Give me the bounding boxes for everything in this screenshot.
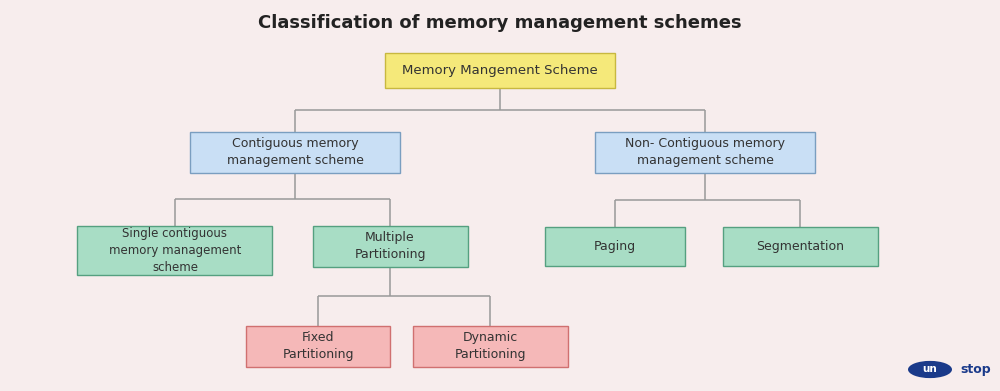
FancyBboxPatch shape [77, 226, 272, 274]
FancyBboxPatch shape [413, 325, 568, 367]
Text: Single contiguous
memory management
scheme: Single contiguous memory management sche… [109, 227, 241, 274]
FancyBboxPatch shape [312, 226, 468, 267]
FancyBboxPatch shape [545, 227, 685, 266]
Text: Fixed
Partitioning: Fixed Partitioning [282, 331, 354, 361]
FancyBboxPatch shape [385, 53, 615, 88]
FancyBboxPatch shape [190, 132, 400, 173]
Text: Memory Mangement Scheme: Memory Mangement Scheme [402, 64, 598, 77]
Text: Multiple
Partitioning: Multiple Partitioning [354, 231, 426, 261]
FancyBboxPatch shape [722, 227, 878, 266]
Text: stop: stop [960, 363, 991, 376]
Text: Paging: Paging [594, 240, 636, 253]
Text: Classification of memory management schemes: Classification of memory management sche… [258, 14, 742, 32]
Text: Non- Contiguous memory
management scheme: Non- Contiguous memory management scheme [625, 138, 785, 167]
Text: Segmentation: Segmentation [756, 240, 844, 253]
Circle shape [908, 361, 952, 378]
Text: Contiguous memory
management scheme: Contiguous memory management scheme [227, 138, 363, 167]
FancyBboxPatch shape [246, 325, 390, 367]
Text: Dynamic
Partitioning: Dynamic Partitioning [454, 331, 526, 361]
Text: un: un [923, 364, 937, 375]
FancyBboxPatch shape [595, 132, 815, 173]
